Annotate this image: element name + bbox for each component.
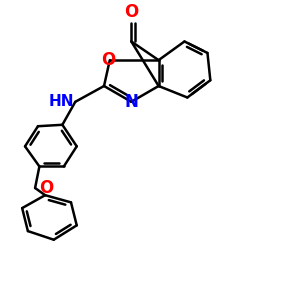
Text: O: O bbox=[101, 51, 116, 69]
Text: HN: HN bbox=[48, 94, 74, 109]
Text: O: O bbox=[39, 179, 54, 197]
Text: N: N bbox=[125, 93, 139, 111]
Text: O: O bbox=[124, 3, 139, 21]
